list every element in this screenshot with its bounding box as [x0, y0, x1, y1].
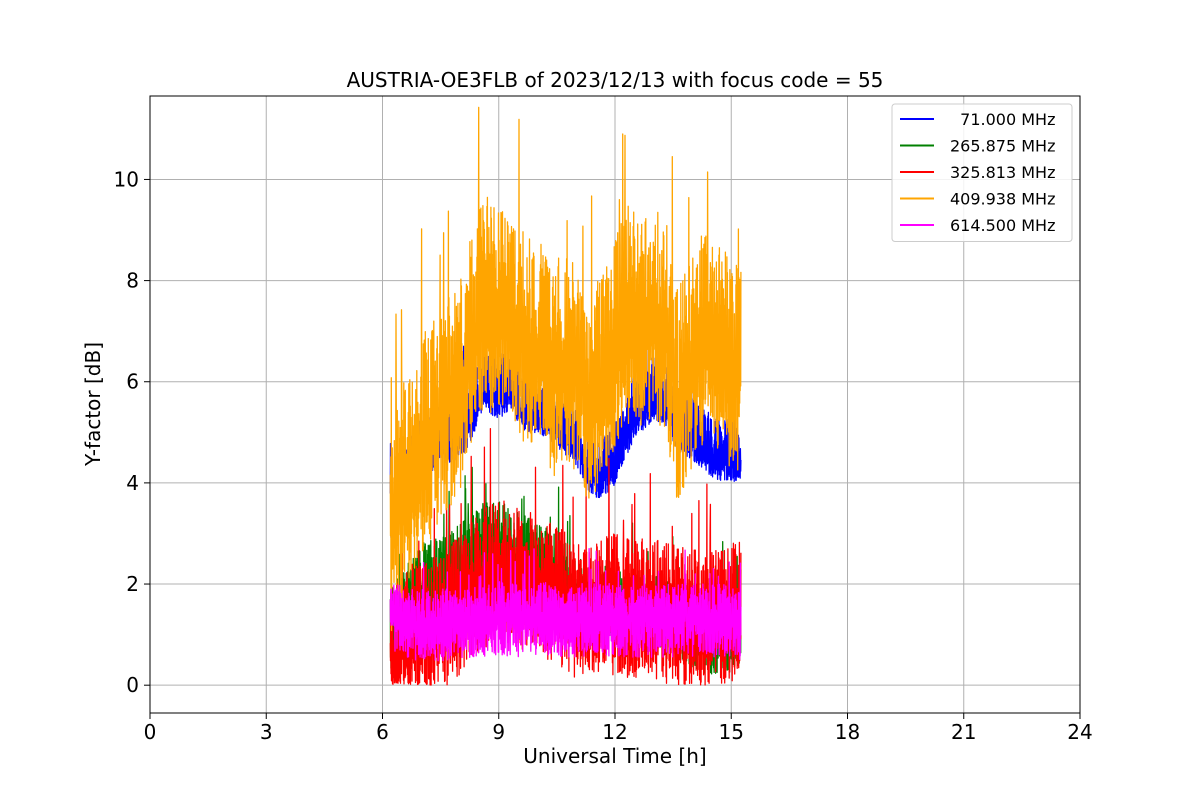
legend-entry: 265.875 MHz [950, 137, 1055, 156]
legend: 71.000 MHz 265.875 MHz 325.813 MHz 409.938 … [891, 103, 1073, 242]
legend-entry: 325.813 MHz [950, 163, 1055, 182]
y-tick-label: 4 [126, 471, 139, 495]
x-tick-label: 6 [376, 720, 389, 744]
legend-box [891, 103, 1073, 242]
legend-entry: 614.500 MHz [950, 216, 1055, 235]
x-tick-label: 3 [260, 720, 273, 744]
x-axis-label: Universal Time [h] [523, 744, 706, 768]
y-tick-label: 0 [126, 673, 139, 697]
y-tick-label: 10 [114, 167, 139, 191]
series-line [389, 548, 742, 662]
series-layer [389, 106, 742, 686]
x-tick-label: 0 [144, 720, 157, 744]
x-tick-label: 15 [719, 720, 744, 744]
y-tick-label: 6 [126, 370, 139, 394]
x-tick-label: 12 [602, 720, 627, 744]
x-tick-label: 24 [1067, 720, 1092, 744]
y-tick-label: 8 [126, 269, 139, 293]
y-tick-label: 2 [126, 572, 139, 596]
y-axis-label: Y-factor [dB] [81, 342, 105, 467]
legend-entry: 71.000 MHz [950, 110, 1055, 129]
x-tick-label: 18 [835, 720, 860, 744]
x-tick-label: 21 [951, 720, 976, 744]
legend-entry: 409.938 MHz [950, 190, 1055, 209]
chart-title: AUSTRIA-OE3FLB of 2023/12/13 with focus … [347, 68, 884, 92]
x-tick-label: 9 [492, 720, 505, 744]
series-line [389, 106, 742, 632]
